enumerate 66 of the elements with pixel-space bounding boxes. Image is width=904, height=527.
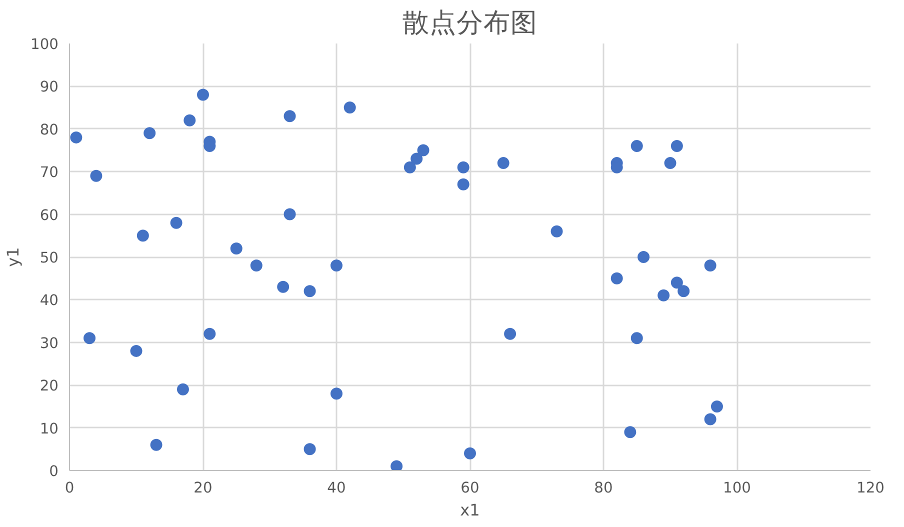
point: [197, 88, 209, 101]
x-tick-label: 60: [460, 480, 480, 496]
point: [670, 140, 683, 152]
point: [638, 251, 650, 263]
point: [630, 332, 643, 344]
x-tick-label: 0: [64, 480, 74, 496]
point: [664, 157, 676, 170]
point: [658, 289, 670, 302]
chart-title: 散点分布图: [402, 8, 538, 38]
x-axis-title: x1: [460, 500, 480, 520]
point: [390, 460, 403, 470]
x-tick-label: 20: [194, 480, 212, 496]
y-tick-label: 40: [40, 292, 59, 310]
point: [304, 443, 316, 456]
y-tick-label: 10: [40, 420, 59, 438]
point: [464, 447, 476, 460]
y-axis-title: y1: [4, 247, 23, 267]
y-tick-label: 30: [40, 334, 59, 352]
point: [704, 260, 716, 272]
point: [630, 140, 643, 152]
y-tick-label: 70: [40, 164, 59, 182]
point: [610, 272, 623, 284]
y-tick-label: 80: [40, 121, 59, 138]
point: [304, 285, 316, 298]
x-tick-label: 120: [856, 480, 884, 496]
point: [710, 400, 723, 412]
point: [330, 260, 342, 272]
point: [410, 152, 423, 165]
point: [678, 285, 690, 298]
point: [457, 161, 470, 174]
point: [497, 157, 510, 170]
y-tick-label: 0: [49, 463, 59, 480]
point: [344, 102, 356, 114]
point: [704, 413, 716, 426]
y-tick-label: 90: [40, 78, 59, 96]
y-tick-label: 50: [40, 250, 59, 266]
y-tick-label: 20: [40, 378, 59, 395]
point: [176, 383, 189, 396]
point: [284, 110, 296, 122]
point: [144, 127, 156, 140]
point: [70, 131, 82, 144]
point: [330, 388, 342, 400]
point: [504, 328, 516, 340]
point: [184, 114, 196, 126]
x-tick-label: 100: [723, 480, 751, 496]
point: [670, 276, 683, 289]
point: [230, 242, 242, 254]
point: [550, 225, 563, 238]
x-tick-label: 40: [327, 480, 346, 496]
point: [457, 178, 470, 190]
point: [150, 438, 162, 451]
point: [170, 216, 182, 229]
y-tick-label: 60: [40, 206, 59, 224]
point: [90, 170, 102, 182]
point: [136, 230, 149, 242]
x-tick-label: 80: [594, 480, 613, 496]
point: [404, 161, 416, 174]
point: [130, 344, 142, 357]
point: [284, 208, 296, 220]
y-tick-label: 100: [30, 36, 59, 53]
point: [624, 426, 636, 438]
point: [204, 328, 216, 340]
point: [84, 332, 96, 344]
point: [417, 144, 430, 156]
point: [250, 260, 262, 272]
point: [277, 280, 290, 293]
